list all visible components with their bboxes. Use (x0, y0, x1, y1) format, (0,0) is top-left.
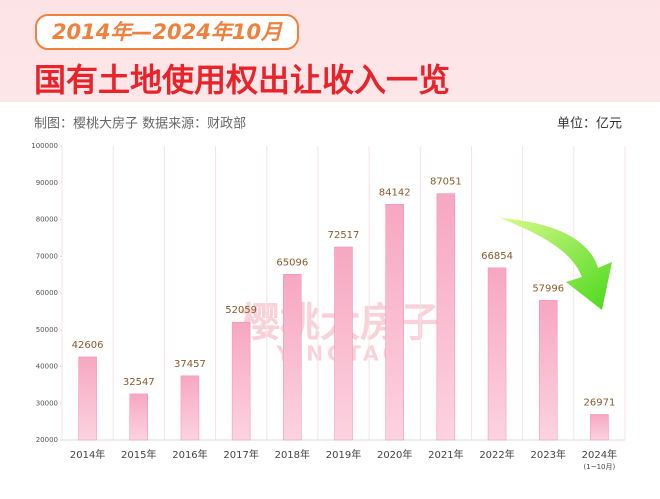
value-label: 72517 (328, 230, 360, 241)
x-tick-label: 2014年 (70, 448, 105, 461)
value-label: 37457 (174, 359, 206, 370)
value-label: 57996 (532, 283, 564, 294)
value-label: 32547 (123, 377, 155, 388)
x-tick-label: 2020年 (377, 448, 412, 461)
bar (129, 393, 149, 441)
y-tick-label: 40000 (36, 363, 58, 371)
bar (334, 246, 353, 441)
x-tick-label: 2024年 (582, 448, 617, 461)
value-label: 42606 (72, 340, 104, 351)
trend-arrow (500, 218, 612, 310)
x-tick-label: 2017年 (223, 448, 258, 461)
bar (487, 267, 507, 441)
y-tick-label: 30000 (36, 399, 58, 407)
x-note: (1~10月) (584, 463, 616, 471)
unit: 单位：亿元 (557, 117, 622, 132)
x-tick-label: 2021年 (428, 448, 463, 461)
value-label: 87051 (430, 177, 462, 188)
value-label: 26971 (584, 397, 616, 408)
subtitle: 2014年—2024年10月 (52, 20, 283, 44)
x-tick-label: 2018年 (275, 448, 310, 461)
source: 制图：樱桃大房子 数据来源：财政部 (34, 116, 246, 132)
subtitle-badge (35, 14, 299, 50)
plot: 20000 30000 40000 50000 60000 70000 80000 90000… (31, 142, 626, 471)
value-label: 66854 (481, 251, 513, 262)
value-label: 52059 (225, 305, 257, 316)
y-tick-label: 100000 (31, 142, 58, 150)
bar (231, 321, 251, 441)
y-tick-label: 20000 (36, 436, 58, 444)
x-tick-label: 2023年 (531, 448, 566, 461)
y-tick-label: 50000 (36, 326, 58, 334)
chart-title: 国有土地使用权出让收入一览 (34, 61, 450, 99)
bar (180, 375, 200, 441)
bar (78, 356, 97, 441)
x-tick-label: 2022年 (479, 448, 514, 461)
y-tick-label: 90000 (36, 179, 58, 187)
y-tick-label: 70000 (36, 252, 58, 260)
x-tick-label: 2019年 (326, 448, 361, 461)
value-label: 65096 (276, 257, 308, 268)
y-tick-label: 60000 (36, 289, 58, 297)
bar (436, 193, 456, 441)
value-label: 84142 (379, 187, 411, 198)
x-tick-label: 2016年 (172, 448, 207, 461)
x-tick-label: 2015年 (121, 448, 156, 461)
bar (283, 274, 302, 441)
bar (538, 300, 558, 441)
bar (385, 204, 404, 441)
bar (590, 414, 609, 441)
y-tick-label: 80000 (36, 216, 58, 224)
